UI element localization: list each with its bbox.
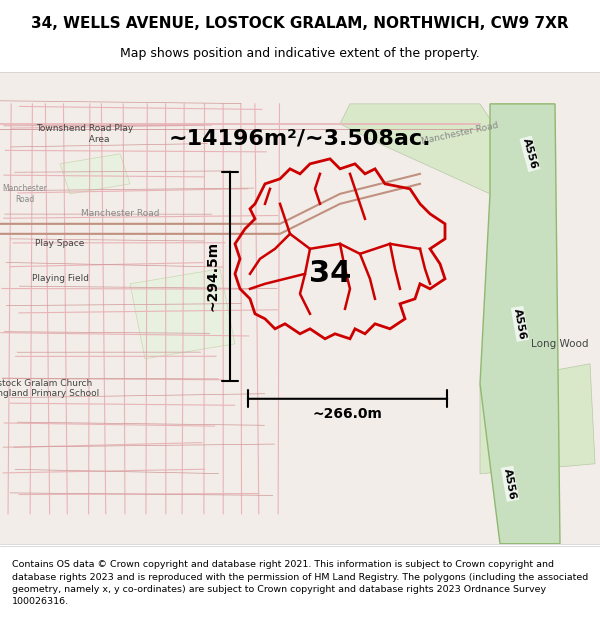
Text: ~266.0m: ~266.0m	[313, 407, 382, 421]
Polygon shape	[130, 269, 235, 359]
Polygon shape	[60, 154, 130, 194]
Text: Manchester
Road: Manchester Road	[2, 184, 47, 204]
Text: Playing Field: Playing Field	[32, 274, 89, 283]
Text: A556: A556	[502, 468, 518, 500]
Text: 34, WELLS AVENUE, LOSTOCK GRALAM, NORTHWICH, CW9 7XR: 34, WELLS AVENUE, LOSTOCK GRALAM, NORTHW…	[31, 16, 569, 31]
Polygon shape	[340, 104, 520, 194]
Polygon shape	[480, 364, 595, 474]
Text: Long Wood: Long Wood	[531, 339, 589, 349]
Text: Townshend Road Play
          Area: Townshend Road Play Area	[37, 124, 134, 144]
Polygon shape	[480, 104, 560, 544]
Text: A556: A556	[521, 138, 539, 171]
Text: 34: 34	[309, 259, 351, 288]
Text: Contains OS data © Crown copyright and database right 2021. This information is : Contains OS data © Crown copyright and d…	[12, 560, 588, 606]
Text: ~294.5m: ~294.5m	[205, 241, 219, 311]
Text: Map shows position and indicative extent of the property.: Map shows position and indicative extent…	[120, 48, 480, 61]
Text: ~14196m²/~3.508ac.: ~14196m²/~3.508ac.	[169, 129, 431, 149]
Text: Play Space: Play Space	[35, 239, 85, 248]
Text: Lostock Gralam Church
of England Primary School: Lostock Gralam Church of England Primary…	[0, 379, 100, 399]
Text: Manchester Road: Manchester Road	[421, 121, 499, 146]
Text: A556: A556	[512, 308, 527, 340]
Text: Manchester Road: Manchester Road	[81, 209, 159, 218]
